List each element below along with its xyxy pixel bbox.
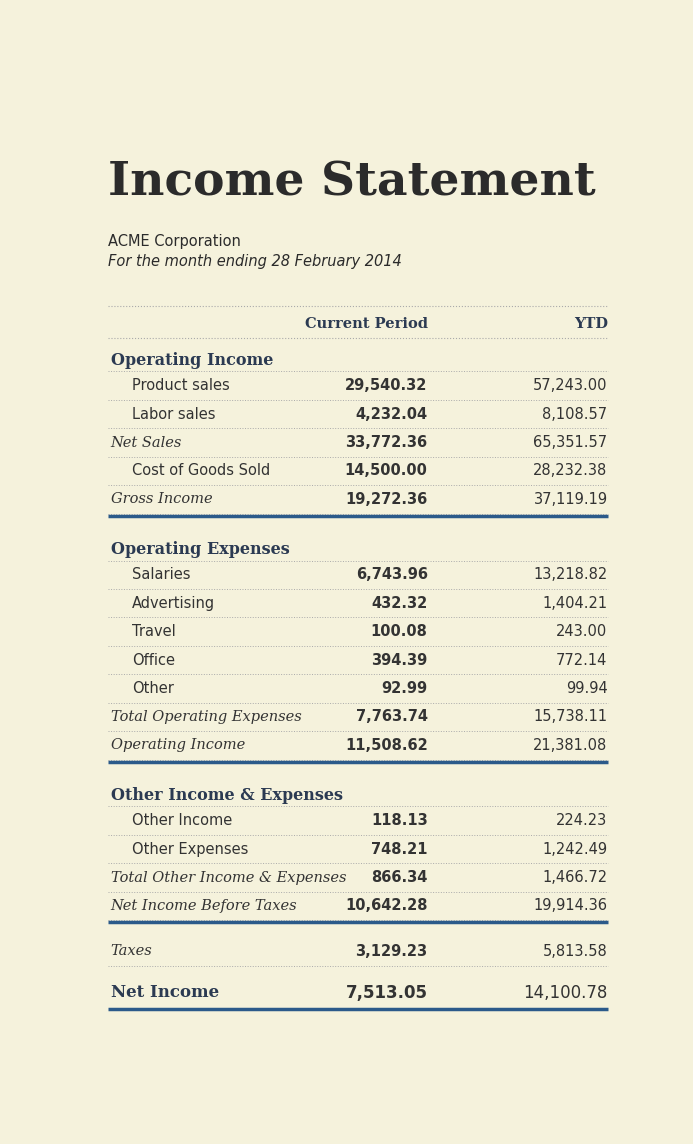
Text: 14,100.78: 14,100.78 xyxy=(523,984,608,1002)
Text: 10,642.28: 10,642.28 xyxy=(345,898,428,913)
Text: 15,738.11: 15,738.11 xyxy=(534,709,608,724)
Text: 100.08: 100.08 xyxy=(371,625,428,639)
Text: 14,500.00: 14,500.00 xyxy=(345,463,428,478)
Text: 1,466.72: 1,466.72 xyxy=(543,869,608,885)
Text: 19,914.36: 19,914.36 xyxy=(534,898,608,913)
Text: 772.14: 772.14 xyxy=(556,652,608,668)
Text: Total Operating Expenses: Total Operating Expenses xyxy=(111,710,301,724)
Text: Salaries: Salaries xyxy=(132,567,191,582)
Text: 7,513.05: 7,513.05 xyxy=(346,984,428,1002)
Text: Other Income: Other Income xyxy=(132,813,233,828)
Text: 33,772.36: 33,772.36 xyxy=(346,435,428,450)
Text: Income Statement: Income Statement xyxy=(108,159,596,205)
Text: Other Income & Expenses: Other Income & Expenses xyxy=(111,787,343,803)
Text: 29,540.32: 29,540.32 xyxy=(345,379,428,394)
Text: 37,119.19: 37,119.19 xyxy=(534,492,608,507)
Text: 3,129.23: 3,129.23 xyxy=(356,944,428,959)
Text: 243.00: 243.00 xyxy=(556,625,608,639)
Text: Operating Income: Operating Income xyxy=(111,351,273,368)
Text: 13,218.82: 13,218.82 xyxy=(534,567,608,582)
Text: 28,232.38: 28,232.38 xyxy=(534,463,608,478)
Text: 19,272.36: 19,272.36 xyxy=(345,492,428,507)
Text: 21,381.08: 21,381.08 xyxy=(534,738,608,753)
Text: Total Other Income & Expenses: Total Other Income & Expenses xyxy=(111,871,346,884)
Text: Net Sales: Net Sales xyxy=(111,436,182,450)
Text: 99.94: 99.94 xyxy=(566,681,608,696)
Text: Net Income: Net Income xyxy=(111,984,219,1001)
Text: 866.34: 866.34 xyxy=(371,869,428,885)
Text: 65,351.57: 65,351.57 xyxy=(534,435,608,450)
Text: 224.23: 224.23 xyxy=(556,813,608,828)
Text: ACME Corporation: ACME Corporation xyxy=(108,235,241,249)
Text: 118.13: 118.13 xyxy=(371,813,428,828)
Text: 6,743.96: 6,743.96 xyxy=(356,567,428,582)
Text: Operating Income: Operating Income xyxy=(111,738,245,753)
Text: Product sales: Product sales xyxy=(132,379,230,394)
Text: 1,404.21: 1,404.21 xyxy=(543,596,608,611)
Text: 4,232.04: 4,232.04 xyxy=(356,406,428,422)
Text: 7,763.74: 7,763.74 xyxy=(356,709,428,724)
Text: 394.39: 394.39 xyxy=(371,652,428,668)
Text: Travel: Travel xyxy=(132,625,176,639)
Text: 432.32: 432.32 xyxy=(371,596,428,611)
Text: Other: Other xyxy=(132,681,174,696)
Text: Office: Office xyxy=(132,652,175,668)
Text: 57,243.00: 57,243.00 xyxy=(533,379,608,394)
Text: Other Expenses: Other Expenses xyxy=(132,842,249,857)
Text: 748.21: 748.21 xyxy=(371,842,428,857)
Text: YTD: YTD xyxy=(574,317,608,331)
Text: Operating Expenses: Operating Expenses xyxy=(111,541,290,557)
Text: Labor sales: Labor sales xyxy=(132,406,216,422)
Text: Advertising: Advertising xyxy=(132,596,216,611)
Text: 8,108.57: 8,108.57 xyxy=(543,406,608,422)
Text: 11,508.62: 11,508.62 xyxy=(345,738,428,753)
Text: 92.99: 92.99 xyxy=(382,681,428,696)
Text: For the month ending 28 February 2014: For the month ending 28 February 2014 xyxy=(108,254,402,270)
Text: Current Period: Current Period xyxy=(305,317,428,331)
Text: Taxes: Taxes xyxy=(111,945,152,959)
Text: 1,242.49: 1,242.49 xyxy=(543,842,608,857)
Text: 5,813.58: 5,813.58 xyxy=(543,944,608,959)
Text: Gross Income: Gross Income xyxy=(111,492,213,507)
Text: Net Income Before Taxes: Net Income Before Taxes xyxy=(111,899,297,913)
Text: Cost of Goods Sold: Cost of Goods Sold xyxy=(132,463,270,478)
